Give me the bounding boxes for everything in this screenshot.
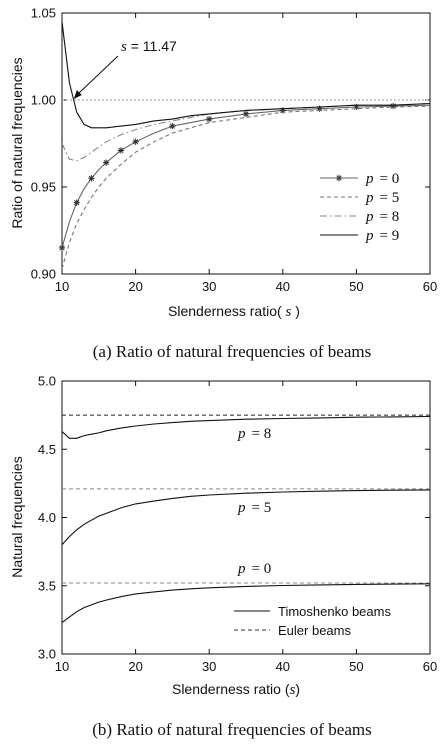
chart-b-x-tick-label: 50 (349, 659, 363, 674)
group-label-value: = 0 (252, 561, 272, 577)
timoshenko-line (61, 489, 431, 546)
chart-a-y-tick-label: 0.95 (31, 180, 56, 195)
chart-a-x-axis-label: Slenderness ratio( s ) (168, 303, 300, 320)
series-line-9 (61, 21, 431, 129)
data-point (206, 115, 213, 123)
chart-b-x-axis-symbol: s (290, 682, 296, 698)
annotation-arrow (75, 55, 119, 97)
chart-b-x-tick-label: 10 (55, 659, 69, 674)
chart-a-y-tick-label: 1.00 (31, 93, 56, 108)
chart-a-x-axis-label-text: Slenderness ratio (168, 303, 277, 319)
legend-label: p = 5 (365, 190, 399, 206)
legend-label-value: = 8 (380, 209, 400, 225)
chart-a-plot-frame (61, 12, 431, 275)
chart-b: 10 20 30 40 50 60 3.0 3.5 4.0 4.5 5.0 p = 8 p = 5 p = 0… (9, 374, 437, 740)
chart-a: 10 20 30 40 50 60 0.90 0.95 1.00 1.05 s = 11.47 p… (9, 6, 437, 362)
chart-a-caption: (a) Ratio of natural frequencies of beam… (93, 342, 372, 361)
data-point (279, 107, 286, 114)
data-point (316, 105, 323, 112)
chart-b-legend: Timoshenko beams Euler beams (234, 604, 391, 638)
chart-b-x-tick-label: 40 (276, 659, 290, 674)
chart-a-x-tick-label: 60 (423, 279, 437, 294)
legend-label: p = 9 (365, 228, 399, 244)
group-label-symbol: p (237, 561, 246, 577)
svg-text:Slenderness ratio( s ): Slenderness ratio( s ) (168, 303, 300, 320)
legend-label-value: = 9 (380, 228, 400, 244)
chart-a-ticks: 10 20 30 40 50 60 0.90 0.95 1.00 1.05 (31, 6, 438, 295)
data-point (117, 147, 125, 154)
annotation-symbol: s (121, 39, 127, 55)
data-point (132, 138, 139, 145)
legend-label-symbol: p (365, 228, 374, 244)
group-label: p = 0 (237, 561, 271, 577)
legend-marker (335, 174, 343, 182)
chart-b-y-tick-label: 4.0 (38, 510, 56, 525)
legend-label-symbol: p (365, 190, 374, 206)
data-point (58, 244, 66, 252)
chart-b-ticks: 10 20 30 40 50 60 3.0 3.5 4.0 4.5 5.0 (38, 374, 437, 675)
chart-b-group-labels: p = 8 p = 5 p = 0 (237, 426, 271, 577)
chart-b-y-tick-label: 3.0 (38, 647, 56, 662)
group-label-symbol: p (237, 500, 246, 516)
chart-a-x-tick-label: 40 (276, 279, 290, 294)
chart-a-annotation: s = 11.47 (73, 38, 177, 99)
chart-b-y-axis-label: Natural frequencies (9, 456, 25, 577)
legend-label: p = 0 (365, 171, 399, 187)
annotation-label: s = 11.47 (121, 38, 177, 55)
group-label: p = 5 (237, 500, 271, 516)
chart-b-x-axis-label-text: Slenderness ratio (172, 681, 281, 697)
data-point (390, 102, 397, 110)
chart-b-y-tick-label: 5.0 (38, 374, 56, 389)
chart-b-x-tick-label: 60 (423, 659, 437, 674)
legend-label-value: = 5 (380, 190, 400, 206)
chart-a-x-tick-label: 50 (349, 279, 363, 294)
chart-a-legend: p = 0 p = 5 p = 8 p = 9 (320, 171, 399, 244)
legend-label-symbol: p (365, 171, 374, 187)
chart-b-y-tick-label: 4.5 (38, 442, 56, 457)
data-point (242, 110, 250, 118)
annotation-value: = 11.47 (127, 38, 177, 54)
timoshenko-line (61, 583, 431, 624)
data-point (102, 159, 110, 166)
group-label-symbol: p (237, 426, 246, 442)
legend-label: p = 8 (365, 209, 399, 225)
legend-label: Timoshenko beams (278, 604, 391, 619)
chart-b-caption: (b) Ratio of natural frequencies of beam… (92, 720, 371, 739)
legend-label-value: = 0 (380, 171, 400, 187)
group-label-value: = 8 (252, 426, 272, 442)
group-label: p = 8 (237, 426, 271, 442)
chart-a-x-tick-label: 10 (55, 279, 69, 294)
chart-b-x-axis-label: Slenderness ratio (s) (172, 681, 300, 698)
legend-label: Euler beams (278, 623, 351, 638)
chart-a-x-tick-label: 20 (128, 279, 142, 294)
legend-label-symbol: p (365, 209, 374, 225)
chart-a-x-axis-symbol: s (286, 304, 292, 320)
chart-a-y-tick-label: 1.05 (31, 6, 56, 21)
chart-b-x-tick-label: 30 (202, 659, 216, 674)
data-point (169, 122, 176, 130)
svg-text:Slenderness ratio (s): Slenderness ratio (s) (172, 681, 300, 698)
chart-a-y-tick-label: 0.90 (31, 267, 56, 282)
chart-b-x-tick-label: 20 (128, 659, 142, 674)
data-point (88, 175, 95, 182)
data-point (73, 199, 80, 206)
chart-a-y-axis-label: Ratio of natural frequencies (9, 57, 25, 228)
chart-b-series (61, 414, 431, 624)
timoshenko-line (61, 415, 431, 439)
chart-a-x-tick-label: 30 (202, 279, 216, 294)
series-line-5 (61, 105, 431, 269)
chart-a-series (58, 21, 431, 269)
data-point (353, 103, 360, 111)
group-label-value: = 5 (252, 500, 272, 516)
chart-b-y-tick-label: 3.5 (38, 578, 56, 593)
annotation-arrowhead (73, 90, 82, 99)
